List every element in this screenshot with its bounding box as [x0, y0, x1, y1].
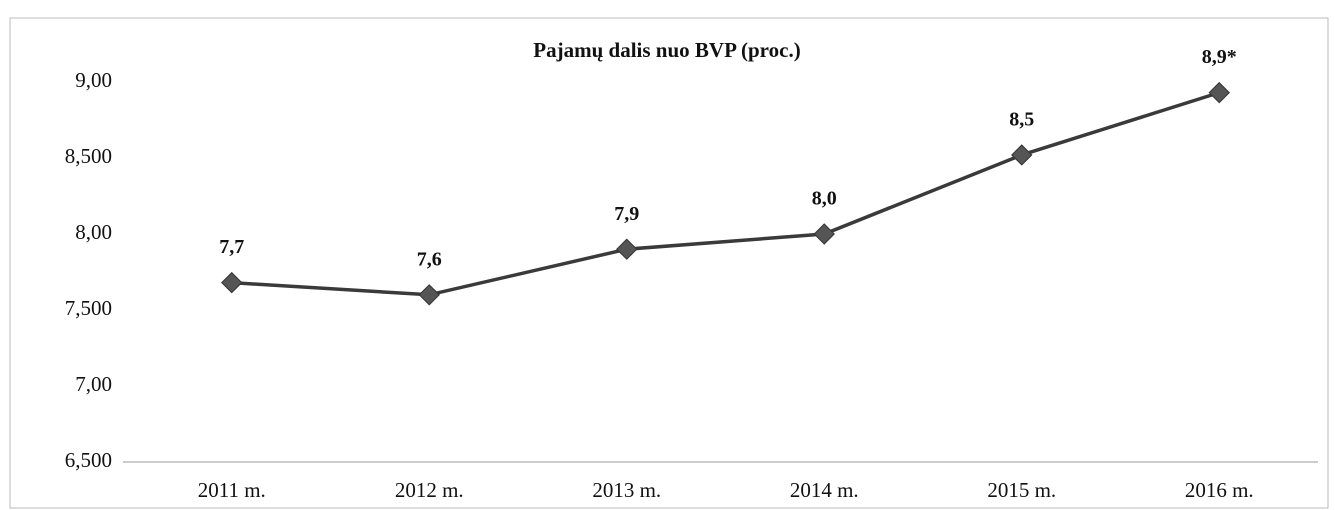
x-tick-label: 2015 m. [987, 478, 1056, 502]
line [231, 90, 1220, 297]
x-tick-label: 2012 m. [395, 478, 464, 502]
marker [616, 238, 638, 260]
data-label: 7,9 [614, 203, 639, 225]
x-tick-label: 2016 m. [1185, 478, 1254, 502]
data-label: 8,5 [1009, 109, 1034, 131]
y-tick-label: 8,00 [75, 220, 112, 244]
y-tick-label: 8,500 [65, 144, 112, 168]
chart-frame [9, 17, 1329, 509]
marker [813, 223, 835, 245]
y-tick-label: 7,00 [75, 372, 112, 396]
marker [1011, 144, 1033, 166]
x-tick-label: 2011 m. [198, 478, 266, 502]
data-label: 8,9* [1202, 46, 1237, 68]
marker [418, 284, 440, 306]
x-tick-label: 2013 m. [592, 478, 661, 502]
chart-title: Pajamų dalis nuo BVP (proc.) [533, 38, 800, 62]
data-label: 7,7 [219, 236, 244, 258]
x-tick-label: 2014 m. [790, 478, 859, 502]
marker [1208, 81, 1230, 104]
y-tick-label: 9,00 [75, 68, 112, 92]
data-label: 7,6 [417, 248, 442, 270]
y-tick-label: 6,500 [65, 448, 112, 472]
marker [221, 271, 243, 294]
data-label: 8,0 [812, 188, 837, 210]
y-tick-label: 7,500 [65, 296, 112, 320]
